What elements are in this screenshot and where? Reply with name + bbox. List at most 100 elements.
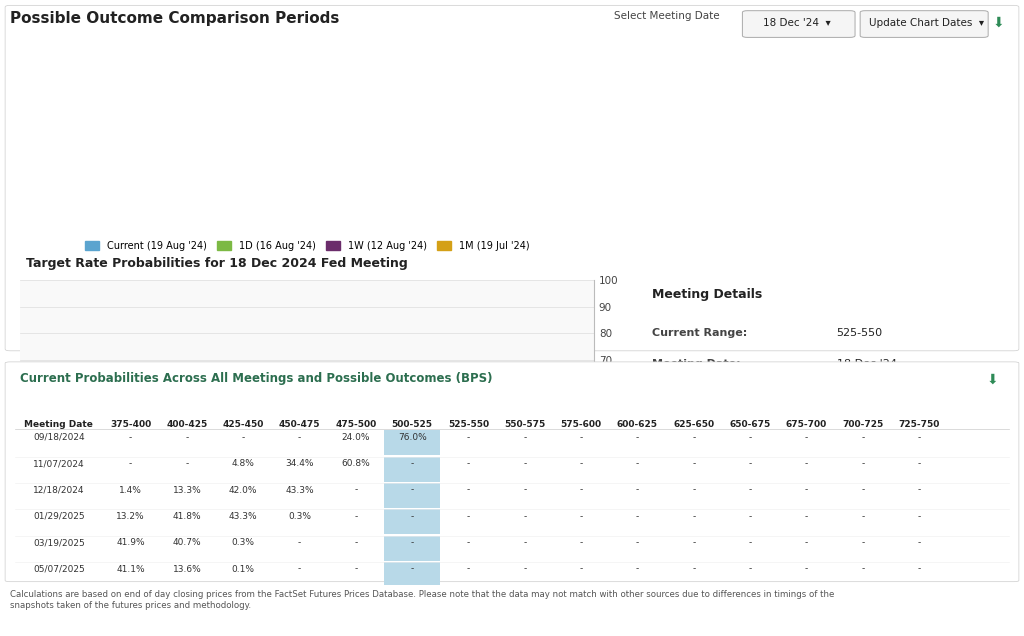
Text: 05/07/2025: 05/07/2025 [33, 565, 85, 574]
Text: -: - [636, 512, 639, 521]
Text: 13.2%: 13.2% [117, 512, 144, 521]
Text: Update Chart Dates  ▾: Update Chart Dates ▾ [869, 18, 984, 28]
Text: -: - [749, 433, 752, 442]
Text: 42.0%: 42.0% [229, 485, 257, 495]
Text: 500-525: 500-525 [391, 420, 433, 429]
Text: -: - [354, 512, 357, 521]
Text: -: - [411, 459, 414, 468]
Text: -: - [580, 538, 583, 547]
Text: Current Probabilities Across All Meetings and Possible Outcomes (BPS): Current Probabilities Across All Meeting… [20, 372, 493, 385]
Text: 40.7%: 40.7% [173, 538, 201, 547]
Text: Possible Outcome Comparison Periods: Possible Outcome Comparison Periods [10, 11, 340, 25]
Bar [60, 539, 75, 547]
Bar [384, 509, 440, 534]
Text: Target Rate Probabilities for 18 Dec 2024 Fed Meeting: Target Rate Probabilities for 18 Dec 202… [26, 258, 408, 270]
Text: -: - [129, 433, 132, 442]
Bar [124, 507, 138, 547]
Text: 450-475: 450-475 [279, 420, 321, 429]
Text: -: - [411, 538, 414, 547]
Text: -: - [918, 538, 921, 547]
Text: 575-600: 575-600 [560, 420, 602, 429]
Text: -: - [918, 433, 921, 442]
Text: -: - [749, 485, 752, 495]
Text: Prior Volume:: Prior Volume: [652, 481, 737, 492]
Text: -: - [467, 565, 470, 574]
Text: 400-425: 400-425 [166, 420, 208, 429]
Text: -: - [749, 565, 752, 574]
Text: -: - [298, 538, 301, 547]
Text: 41.9%: 41.9% [117, 538, 144, 547]
Bar [554, 544, 568, 547]
Text: -: - [805, 538, 808, 547]
FancyBboxPatch shape [5, 5, 1019, 351]
Text: -: - [580, 565, 583, 574]
Bar [280, 427, 293, 547]
Text: -: - [805, 459, 808, 468]
Text: -: - [749, 512, 752, 521]
Text: -: - [805, 433, 808, 442]
Bar [88, 544, 102, 547]
Text: -: - [749, 538, 752, 547]
FancyBboxPatch shape [5, 362, 1019, 582]
Text: -: - [805, 485, 808, 495]
Text: -: - [523, 512, 526, 521]
Text: 09/18/2024: 09/18/2024 [33, 433, 85, 442]
Text: Mid Price:: Mid Price: [652, 451, 715, 461]
Text: 11/07/2024: 11/07/2024 [33, 459, 85, 468]
Text: Expires:: Expires: [652, 420, 702, 430]
Text: -: - [636, 459, 639, 468]
Text: 18 Dec '24: 18 Dec '24 [837, 359, 897, 369]
Text: 11215: 11215 [837, 481, 871, 492]
Text: Meeting Date:: Meeting Date: [652, 359, 740, 369]
Text: -: - [523, 433, 526, 442]
Text: -: - [918, 459, 921, 468]
Bar [540, 544, 554, 547]
Text: -: - [580, 433, 583, 442]
Text: 12/18/2024: 12/18/2024 [33, 485, 85, 495]
Text: -: - [861, 538, 864, 547]
Text: 43.3%: 43.3% [229, 512, 257, 521]
Text: -: - [861, 433, 864, 442]
Bar [46, 539, 60, 547]
Text: -: - [411, 512, 414, 521]
Text: 34.4%: 34.4% [286, 459, 313, 468]
Text: -: - [861, 565, 864, 574]
X-axis label: Target Rate (BPS): Target Rate (BPS) [258, 567, 356, 577]
Text: 525-550: 525-550 [447, 420, 489, 429]
Bar [476, 531, 490, 547]
Text: 725-750: 725-750 [898, 420, 940, 429]
Bar [356, 544, 371, 547]
Text: -: - [467, 538, 470, 547]
Text: -: - [692, 538, 695, 547]
Text: -: - [692, 565, 695, 574]
Text: -: - [580, 459, 583, 468]
Text: ⬇: ⬇ [992, 16, 1005, 30]
Text: -: - [692, 433, 695, 442]
Text: -: - [580, 485, 583, 495]
Bar [293, 435, 307, 547]
Bar [526, 544, 540, 547]
Bar [385, 544, 398, 547]
Text: 425-450: 425-450 [222, 420, 264, 429]
Text: 525-550: 525-550 [837, 328, 883, 338]
Bar [202, 429, 216, 547]
Text: -: - [918, 565, 921, 574]
Text: FFZ24-USA: FFZ24-USA [837, 389, 898, 399]
Text: 13.3%: 13.3% [172, 485, 202, 495]
Bar [434, 544, 449, 547]
Bar [463, 542, 476, 547]
Text: 0.1%: 0.1% [231, 565, 255, 574]
Text: -: - [805, 565, 808, 574]
Text: 1.4%: 1.4% [119, 485, 142, 495]
Text: Current Range:: Current Range: [652, 328, 748, 338]
Text: ⬇: ⬇ [987, 372, 998, 386]
Y-axis label: Probability (%): Probability (%) [624, 373, 634, 454]
Bar [384, 536, 440, 560]
FancyBboxPatch shape [742, 11, 855, 38]
Text: -: - [523, 538, 526, 547]
Text: -: - [692, 485, 695, 495]
Text: -: - [918, 512, 921, 521]
Bar [244, 539, 258, 547]
Text: 675-700: 675-700 [785, 420, 827, 429]
Text: 43.3%: 43.3% [286, 485, 313, 495]
